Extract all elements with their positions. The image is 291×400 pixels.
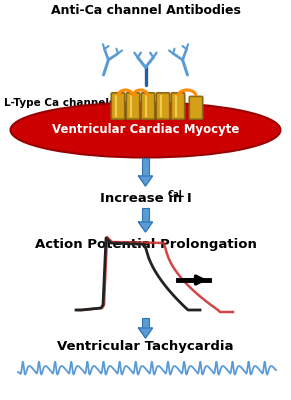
FancyBboxPatch shape xyxy=(111,93,125,119)
FancyBboxPatch shape xyxy=(142,208,149,222)
Text: L-Type Ca channels: L-Type Ca channels xyxy=(4,98,115,108)
Polygon shape xyxy=(139,222,152,232)
Text: Anti-Ca channel Antibodies: Anti-Ca channel Antibodies xyxy=(51,4,240,17)
Text: Ventricular Tachycardia: Ventricular Tachycardia xyxy=(57,340,234,353)
Ellipse shape xyxy=(10,102,281,158)
FancyBboxPatch shape xyxy=(142,318,149,328)
Polygon shape xyxy=(139,328,152,338)
FancyBboxPatch shape xyxy=(156,93,170,119)
Text: CaL: CaL xyxy=(168,190,184,199)
FancyBboxPatch shape xyxy=(126,93,140,119)
FancyBboxPatch shape xyxy=(189,96,203,119)
FancyBboxPatch shape xyxy=(171,93,185,119)
Polygon shape xyxy=(139,176,152,186)
FancyBboxPatch shape xyxy=(141,93,155,119)
Text: Action Potential Prolongation: Action Potential Prolongation xyxy=(35,238,256,251)
Text: Increase in I: Increase in I xyxy=(100,192,191,205)
Text: Ventricular Cardiac Myocyte: Ventricular Cardiac Myocyte xyxy=(52,124,239,136)
FancyBboxPatch shape xyxy=(142,158,149,176)
